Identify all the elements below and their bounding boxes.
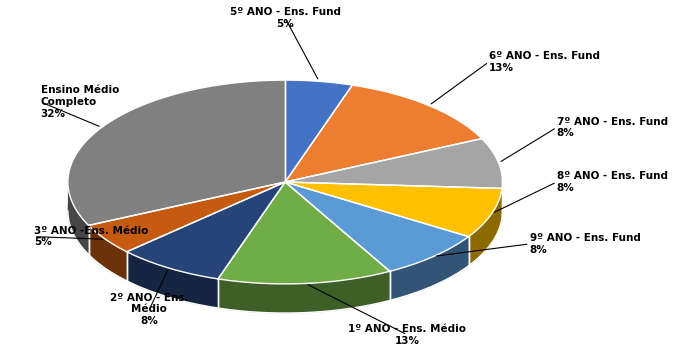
Text: 5º ANO - Ens. Fund
5%: 5º ANO - Ens. Fund 5% <box>230 7 341 29</box>
Polygon shape <box>285 139 502 189</box>
Polygon shape <box>68 183 88 254</box>
Text: 3º ANO -Ens. Médio
5%: 3º ANO -Ens. Médio 5% <box>34 226 148 248</box>
Text: 6º ANO - Ens. Fund
13%: 6º ANO - Ens. Fund 13% <box>489 51 600 73</box>
Polygon shape <box>127 182 285 279</box>
Polygon shape <box>88 225 127 281</box>
Polygon shape <box>127 252 218 308</box>
Polygon shape <box>285 182 502 237</box>
Text: 8º ANO - Ens. Fund
8%: 8º ANO - Ens. Fund 8% <box>557 171 667 193</box>
Polygon shape <box>285 85 482 182</box>
Polygon shape <box>218 271 390 313</box>
Polygon shape <box>68 109 502 313</box>
Text: 2º ANO - Ens.
Médio
8%: 2º ANO - Ens. Médio 8% <box>110 293 189 326</box>
Text: Ensino Médio
Completo
32%: Ensino Médio Completo 32% <box>41 85 119 119</box>
Polygon shape <box>390 237 469 300</box>
Polygon shape <box>218 182 390 284</box>
Polygon shape <box>88 182 285 252</box>
Polygon shape <box>68 80 285 225</box>
Text: 7º ANO - Ens. Fund
8%: 7º ANO - Ens. Fund 8% <box>557 116 668 138</box>
Polygon shape <box>285 80 352 182</box>
Polygon shape <box>285 182 469 271</box>
Polygon shape <box>469 189 502 266</box>
Text: 9º ANO - Ens. Fund
8%: 9º ANO - Ens. Fund 8% <box>530 233 640 255</box>
Text: 1º ANO - Ens. Médio
13%: 1º ANO - Ens. Médio 13% <box>348 324 466 346</box>
